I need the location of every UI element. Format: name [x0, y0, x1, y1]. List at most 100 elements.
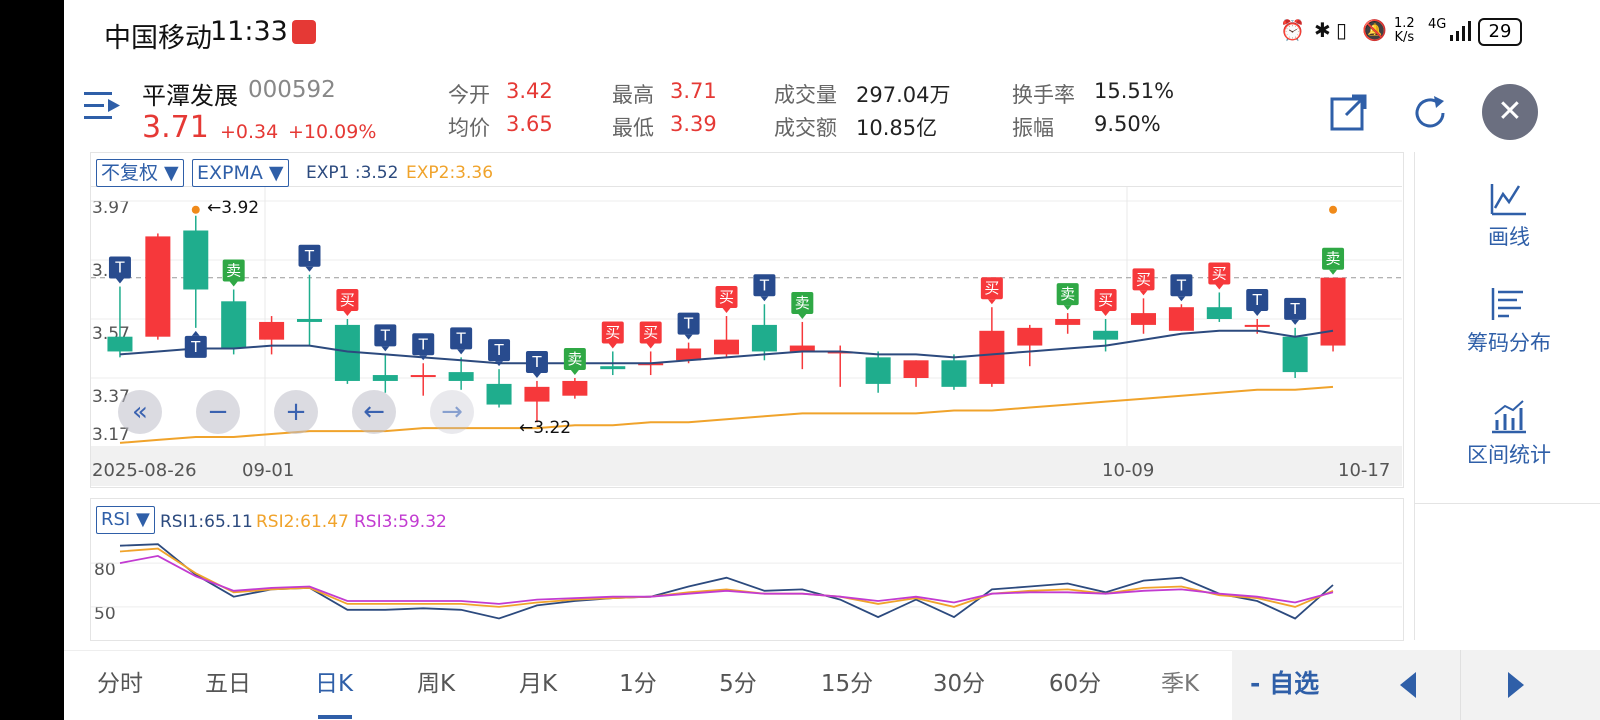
date-label-1: 2025-08-26	[92, 460, 197, 481]
prev-icon[interactable]: ←	[352, 390, 396, 434]
watchlist-button[interactable]: - 自选	[1250, 669, 1320, 698]
tab-15min[interactable]: 15分	[820, 671, 874, 697]
candle-body	[372, 375, 398, 381]
signal-tip	[646, 343, 655, 349]
signal-tip	[1291, 319, 1300, 325]
signal-text: 卖	[1326, 250, 1341, 268]
signal-badge	[1284, 297, 1307, 320]
tab-weekly-k[interactable]: 周K	[416, 671, 456, 697]
prev-stock-icon[interactable]	[1398, 670, 1418, 704]
refresh-icon[interactable]	[1410, 93, 1450, 137]
avg-value: 3.65	[506, 112, 553, 136]
sidebar-item-draw-line[interactable]: 画线	[1446, 180, 1572, 251]
tab-30min[interactable]: 30分	[932, 671, 986, 697]
signal-icon	[1450, 20, 1472, 46]
signal-marker: 买	[1094, 289, 1117, 316]
watchlist-area	[1232, 650, 1460, 720]
current-price: 3.71	[142, 110, 209, 145]
candle-body	[221, 301, 247, 349]
signal-tip	[1329, 269, 1338, 275]
candle-body	[941, 360, 967, 387]
tab-5min[interactable]: 5分	[719, 671, 757, 697]
nav-arrows-area	[1460, 650, 1600, 720]
signal-tip	[381, 346, 390, 352]
low-label: 最低	[612, 116, 654, 140]
signal-marker: T	[184, 330, 207, 358]
kline-frame	[90, 152, 1404, 488]
signal-marker: 买	[1208, 262, 1231, 290]
candle-body	[562, 380, 588, 396]
tab-daily-k[interactable]: 日K	[314, 671, 354, 697]
exp2-line	[119, 385, 1334, 444]
sidebar-item-range[interactable]: 区间统计	[1446, 398, 1572, 469]
menu-icon[interactable]	[84, 88, 122, 128]
rsi-line-rsi3	[119, 554, 1334, 605]
signal-tip	[760, 296, 769, 302]
signal-marker: 卖	[563, 348, 586, 375]
candle-body	[448, 372, 474, 381]
signal-badge	[412, 333, 435, 356]
signal-text: 买	[1212, 264, 1227, 282]
carrier-label: 中国移动	[104, 23, 212, 54]
candle-body	[1130, 313, 1157, 325]
tab-60min[interactable]: 60分	[1048, 671, 1102, 697]
fast-back-icon[interactable]: «	[118, 390, 162, 434]
exp1-legend: EXP1 :3.52	[306, 163, 399, 183]
zoom-out-icon[interactable]: −	[196, 390, 240, 434]
candle	[713, 316, 740, 358]
indicator-select[interactable]: EXPMA ▼	[192, 159, 289, 187]
share-icon[interactable]	[1330, 93, 1368, 135]
high-price-note: ←3.92	[207, 198, 260, 218]
candle-body	[713, 339, 740, 355]
candle-body	[979, 330, 1005, 384]
candle-body	[410, 375, 436, 378]
signal-marker: 买	[980, 277, 1003, 305]
signal-tip	[798, 313, 807, 319]
candle	[562, 378, 588, 399]
y-label-5: 3.17	[92, 425, 130, 445]
y-label-1: 3.97	[92, 198, 130, 218]
signal-text: 买	[1136, 270, 1151, 288]
amplitude-value: 9.50%	[1094, 112, 1161, 136]
rsi-chart[interactable]	[91, 532, 1402, 638]
rsi-select[interactable]: RSI ▼	[96, 506, 155, 534]
next-stock-icon[interactable]	[1506, 670, 1526, 704]
alarm-icon: ⏰	[1280, 18, 1305, 42]
candle	[145, 233, 171, 340]
tab-monthly-k[interactable]: 月K	[518, 671, 558, 697]
tab-quarterly-k[interactable]: 季K	[1160, 671, 1200, 697]
sidebar-item-chip[interactable]: 筹码分布	[1446, 286, 1572, 357]
signal-badge	[563, 348, 586, 370]
signal-tip	[1177, 296, 1186, 302]
tab-intraday[interactable]: 分时	[97, 671, 143, 697]
zoom-in-icon[interactable]: +	[274, 390, 318, 434]
candle-body	[524, 386, 550, 402]
kline-chart[interactable]: TT卖T买T T TTT 卖买买 T买T卖买卖买买 T买T T卖	[91, 187, 1402, 446]
signal-badge	[1132, 268, 1155, 291]
app-screen: 中国移动 11:33 ⏰ ✱ ▯ 🔕 1.2 K/s 4G 29 平潭发展 000…	[64, 0, 1600, 720]
candle	[1282, 327, 1308, 378]
volume-label: 成交量	[774, 83, 837, 107]
signal-text: T	[1176, 276, 1187, 294]
close-button[interactable]: ✕	[1482, 84, 1538, 140]
signal-text: 买	[340, 291, 355, 309]
signal-marker: T	[374, 324, 397, 352]
signal-marker: T	[412, 333, 435, 361]
candle	[1130, 298, 1157, 334]
signal-badge	[450, 327, 473, 350]
signal-tip	[1139, 290, 1148, 296]
date-label-2: 09-01	[242, 460, 295, 481]
candle	[259, 316, 285, 355]
tab-1min[interactable]: 1分	[619, 671, 657, 697]
signal-text: T	[418, 335, 429, 353]
next-icon[interactable]: →	[430, 390, 474, 434]
signal-tip	[305, 266, 314, 272]
candle-body	[865, 357, 891, 384]
high-marker	[1329, 205, 1338, 214]
candle-body	[1017, 327, 1043, 346]
candle	[903, 360, 929, 387]
adjust-select[interactable]: 不复权 ▼	[96, 159, 184, 187]
turnover-value: 10.85亿	[856, 116, 938, 140]
signal-marker: 买	[715, 286, 738, 314]
tab-five-day[interactable]: 五日	[205, 671, 251, 697]
